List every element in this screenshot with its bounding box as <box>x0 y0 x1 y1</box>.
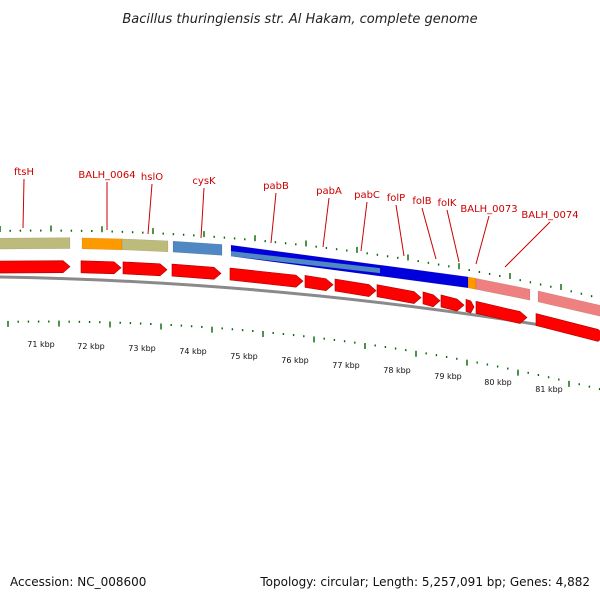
accession-text: Accession: NC_008600 <box>10 575 146 589</box>
kbp-label-81: 81 kbp <box>535 385 563 394</box>
gene-label-cysk[interactable]: cysK <box>192 176 216 187</box>
kbp-label-71: 71 kbp <box>27 340 55 349</box>
cog-bar-balh-0073[interactable] <box>475 278 531 301</box>
cog-bar-ftsh[interactable] <box>0 237 71 250</box>
gene-label-folk[interactable]: folK <box>438 198 457 209</box>
gene-label-balh-0074[interactable]: BALH_0074 <box>521 210 578 221</box>
gene-label-paba[interactable]: pabA <box>316 186 342 197</box>
tick-marks <box>0 225 600 391</box>
cds-arrow-small[interactable] <box>465 299 475 314</box>
gene-leader-line <box>504 221 551 268</box>
cds-arrow-ftsh[interactable] <box>0 260 71 274</box>
kbp-label-78: 78 kbp <box>383 366 411 375</box>
gene-leader-line <box>200 187 205 239</box>
cog-bar-hslo[interactable] <box>121 238 169 253</box>
gene-label-pabc[interactable]: pabC <box>354 190 380 201</box>
feature-tracks <box>0 237 600 342</box>
gene-label-folp[interactable]: folP <box>387 193 405 204</box>
cds-arrow-hslo[interactable] <box>122 261 168 277</box>
cds-arrow-balh-0073[interactable] <box>475 300 528 324</box>
kbp-label-72: 72 kbp <box>77 342 105 351</box>
cog-bar-balh-0074[interactable] <box>537 290 600 318</box>
gene-label-ftsh[interactable]: ftsH <box>14 167 34 178</box>
cds-arrow-folk[interactable] <box>440 294 465 312</box>
cds-arrow-balh-0064[interactable] <box>80 260 122 275</box>
cds-arrow-paba[interactable] <box>304 275 334 292</box>
gene-leader-line <box>147 183 153 235</box>
cds-arrow-folp[interactable] <box>376 284 422 304</box>
cds-arrow-pabc[interactable] <box>334 278 377 297</box>
kbp-label-75: 75 kbp <box>230 352 258 361</box>
cds-arrow-pabb[interactable] <box>229 267 304 288</box>
gene-leader-line <box>475 215 490 265</box>
kbp-label-73: 73 kbp <box>128 344 156 353</box>
gene-label-balh-0073[interactable]: BALH_0073 <box>460 204 517 215</box>
cog-bar-orange-small[interactable] <box>467 276 477 290</box>
gene-label-pabb[interactable]: pabB <box>263 181 289 192</box>
gene-leader-line <box>22 178 25 229</box>
kbp-label-79: 79 kbp <box>434 372 462 381</box>
kbp-label-77: 77 kbp <box>332 361 360 370</box>
gene-leader-line <box>446 209 460 263</box>
gene-leader-line <box>360 201 368 252</box>
cds-arrow-balh-0074[interactable] <box>535 313 600 342</box>
cds-arrow-folb[interactable] <box>422 291 441 308</box>
cds-arrow-cysk[interactable] <box>171 263 222 280</box>
gene-label-balh-0064[interactable]: BALH_0064 <box>78 170 135 181</box>
kbp-label-76: 76 kbp <box>281 356 309 365</box>
kbp-label-80: 80 kbp <box>484 378 512 387</box>
gene-leader-line <box>421 207 437 260</box>
gene-leader-line <box>322 197 330 248</box>
kbp-scale: 71 kbp 72 kbp 73 kbp 74 kbp 75 kbp 76 kb… <box>27 340 563 394</box>
gene-label-hslo[interactable]: hslO <box>141 172 163 183</box>
map-title: Bacillus thuringiensis str. Al Hakam, co… <box>122 12 477 27</box>
cog-bar-cysk[interactable] <box>172 240 223 256</box>
genome-summary-text: Topology: circular; Length: 5,257,091 bp… <box>259 575 590 589</box>
gene-label-folb[interactable]: folB <box>412 196 431 207</box>
gene-leader-line <box>395 204 405 257</box>
kbp-label-74: 74 kbp <box>179 347 207 356</box>
cog-bar-balh-0064[interactable] <box>81 237 123 251</box>
cog-bar-pab-subband <box>231 251 380 274</box>
gene-labels: ftsH BALH_0064 hslO cysK pabB pabA pabC … <box>14 167 579 268</box>
gene-leader-line <box>270 192 277 244</box>
